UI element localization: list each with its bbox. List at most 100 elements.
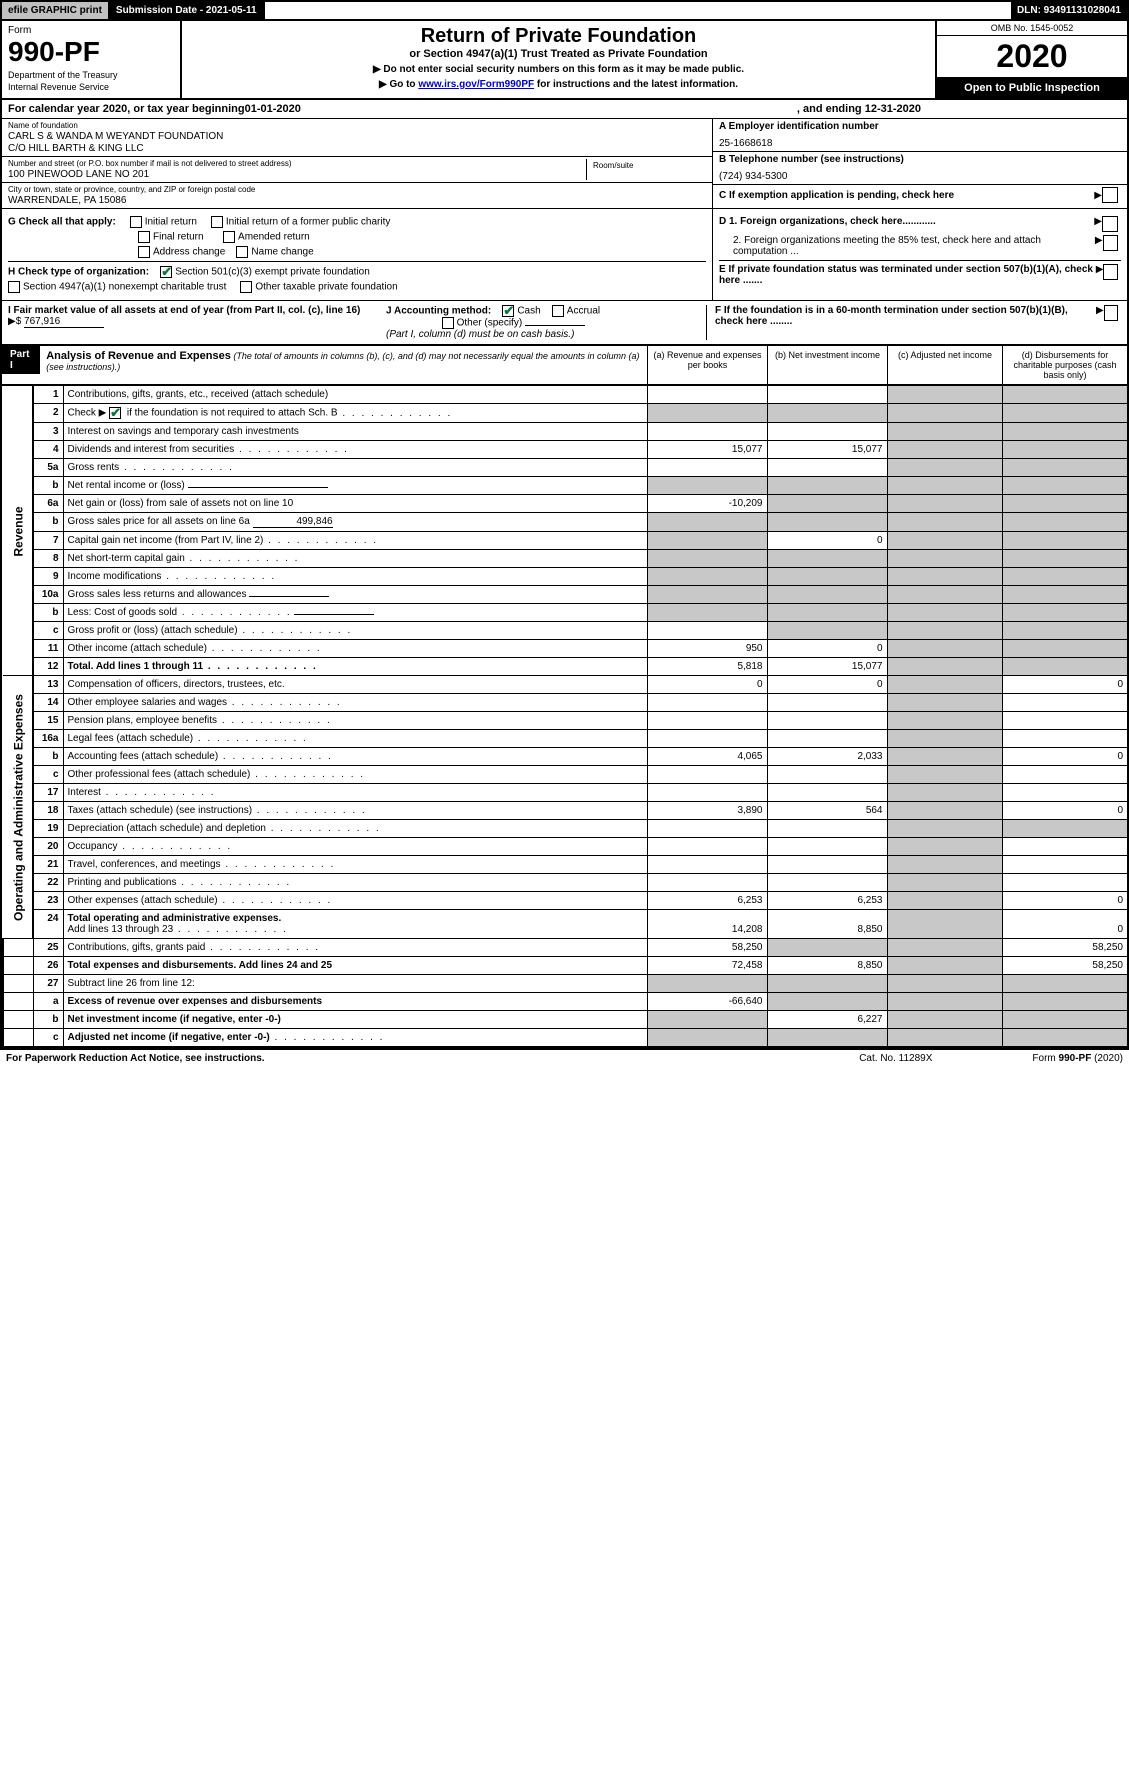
calendar-row: For calendar year 2020, or tax year begi… [2,100,1127,119]
line-desc: Less: Cost of goods sold [63,604,647,622]
amt-16bb: 2,033 [767,748,887,766]
line-desc: Gross profit or (loss) (attach schedule) [63,622,647,640]
amt-13d: 0 [1002,676,1127,694]
amt-11a: 950 [647,640,767,658]
part1-desc: Analysis of Revenue and Expenses (The to… [40,346,647,376]
table-row: 7Capital gain net income (from Part IV, … [3,532,1127,550]
part1-left: Part I Analysis of Revenue and Expenses … [2,346,647,384]
table-row: cOther professional fees (attach schedul… [3,766,1127,784]
cal-end-label: , and ending [797,103,865,115]
table-row: 4Dividends and interest from securities1… [3,441,1127,459]
checkbox-4947[interactable] [8,281,20,293]
checkbox-d1[interactable] [1102,216,1118,232]
amt-18a: 3,890 [647,802,767,820]
line-desc: Total. Add lines 1 through 11 [63,658,647,676]
amt-27b: 6,227 [767,1011,887,1029]
name-cell: Name of foundation CARL S & WANDA M WEYA… [2,119,712,157]
omb-number: OMB No. 1545-0052 [937,21,1127,36]
header: Form 990-PF Department of the Treasury I… [2,21,1127,100]
g-o6: Name change [251,247,313,258]
topbar: efile GRAPHIC print Submission Date - 20… [2,2,1127,21]
info-left: Name of foundation CARL S & WANDA M WEYA… [2,119,712,208]
amt-18d: 0 [1002,802,1127,820]
lines-table: Revenue 1 Contributions, gifts, grants, … [2,386,1127,1048]
header-right: OMB No. 1545-0052 2020 Open to Public In… [937,21,1127,98]
header-mid: Return of Private Foundation or Section … [182,21,937,98]
table-row: 11Other income (attach schedule)9500 [3,640,1127,658]
amt-16ba: 4,065 [647,748,767,766]
j-note: (Part I, column (d) must be on cash basi… [386,329,574,340]
checkbox-schb[interactable] [109,407,121,419]
amt-7b: 0 [767,532,887,550]
phone-label: B Telephone number (see instructions) [719,154,1121,165]
line-num: 1 [33,386,63,404]
checkbox-accrual[interactable] [552,305,564,317]
line-desc: Travel, conferences, and meetings [63,856,647,874]
checkbox-other-acct[interactable] [442,317,454,329]
irs-link[interactable]: www.irs.gov/Form990PF [418,79,534,90]
foundation-name2: C/O HILL BARTH & KING LLC [8,142,706,154]
tax-year: 2020 [937,36,1127,78]
cal-end: 12-31-2020 [865,103,921,115]
checkbox-initial[interactable] [130,216,142,228]
name-label: Name of foundation [8,121,706,130]
addr-label: Number and street (or P.O. box number if… [8,159,586,168]
table-row: bNet rental income or (loss) [3,477,1127,495]
amt-12b: 15,077 [767,658,887,676]
table-row: 15Pension plans, employee benefits [3,712,1127,730]
line-desc: Compensation of officers, directors, tru… [63,676,647,694]
ein-label: A Employer identification number [719,121,1121,132]
cal-begin-label: For calendar year 2020, or tax year begi… [8,103,245,115]
line-b [767,386,887,404]
i-val: 767,916 [24,316,104,328]
checkbox-f[interactable] [1104,305,1118,321]
amt-12a: 5,818 [647,658,767,676]
line-desc: Capital gain net income (from Part IV, l… [63,532,647,550]
arrow-c: ▶ [1094,190,1102,201]
part1-header-row: Part I Analysis of Revenue and Expenses … [2,346,1127,386]
checkbox-other-taxable[interactable] [240,281,252,293]
line-desc: Dividends and interest from securities [63,441,647,459]
room-cell: Room/suite [586,159,706,180]
box-g: G Check all that apply: Initial return I… [2,209,712,300]
checkbox-c[interactable] [1102,187,1118,203]
l2b: if the foundation is not required to att… [124,408,337,419]
checkbox-d2[interactable] [1103,235,1118,251]
amt-27a: -66,640 [647,993,767,1011]
i-label: I Fair market value of all assets at end… [8,305,360,316]
checkbox-amended[interactable] [223,231,235,243]
g-o5: Address change [153,247,225,258]
cal-begin: 01-01-2020 [245,103,301,115]
form-container: efile GRAPHIC print Submission Date - 20… [0,0,1129,1050]
box-i: I Fair market value of all assets at end… [8,305,386,340]
checkbox-addr-change[interactable] [138,246,150,258]
table-row: 10aGross sales less returns and allowanc… [3,586,1127,604]
checkbox-cash[interactable] [502,305,514,317]
line-desc: Gross sales less returns and allowances [63,586,647,604]
line-desc: Other expenses (attach schedule) [63,892,647,910]
table-row: 3Interest on savings and temporary cash … [3,423,1127,441]
table-row: 6aNet gain or (loss) from sale of assets… [3,495,1127,513]
city-cell: City or town, state or province, country… [2,183,712,208]
amt-24d: 0 [1002,910,1127,939]
line-desc: Other income (attach schedule) [63,640,647,658]
d2-label: 2. Foreign organizations meeting the 85%… [733,235,1095,257]
form-subtitle: or Section 4947(a)(1) Trust Treated as P… [188,48,929,60]
checkbox-name-change[interactable] [236,246,248,258]
h-o3: Other taxable private foundation [255,282,397,293]
checkbox-e[interactable] [1103,264,1118,280]
part1-badge: Part I [2,346,40,374]
form-number: 990-PF [8,36,174,68]
table-row: 16aLegal fees (attach schedule) [3,730,1127,748]
g-label: G Check all that apply: [8,217,116,228]
checkbox-initial-former[interactable] [211,216,223,228]
table-row: 5aGross rents [3,459,1127,477]
line-desc: Contributions, gifts, grants, etc., rece… [63,386,647,404]
checkbox-final[interactable] [138,231,150,243]
amt-24a: 14,208 [647,910,767,939]
dln: DLN: 93491131028041 [1011,2,1127,19]
h-o2: Section 4947(a)(1) nonexempt charitable … [23,282,226,293]
checkbox-501c3[interactable] [160,266,172,278]
g-o3: Final return [153,232,204,243]
i-arrow: ▶$ [8,316,21,327]
